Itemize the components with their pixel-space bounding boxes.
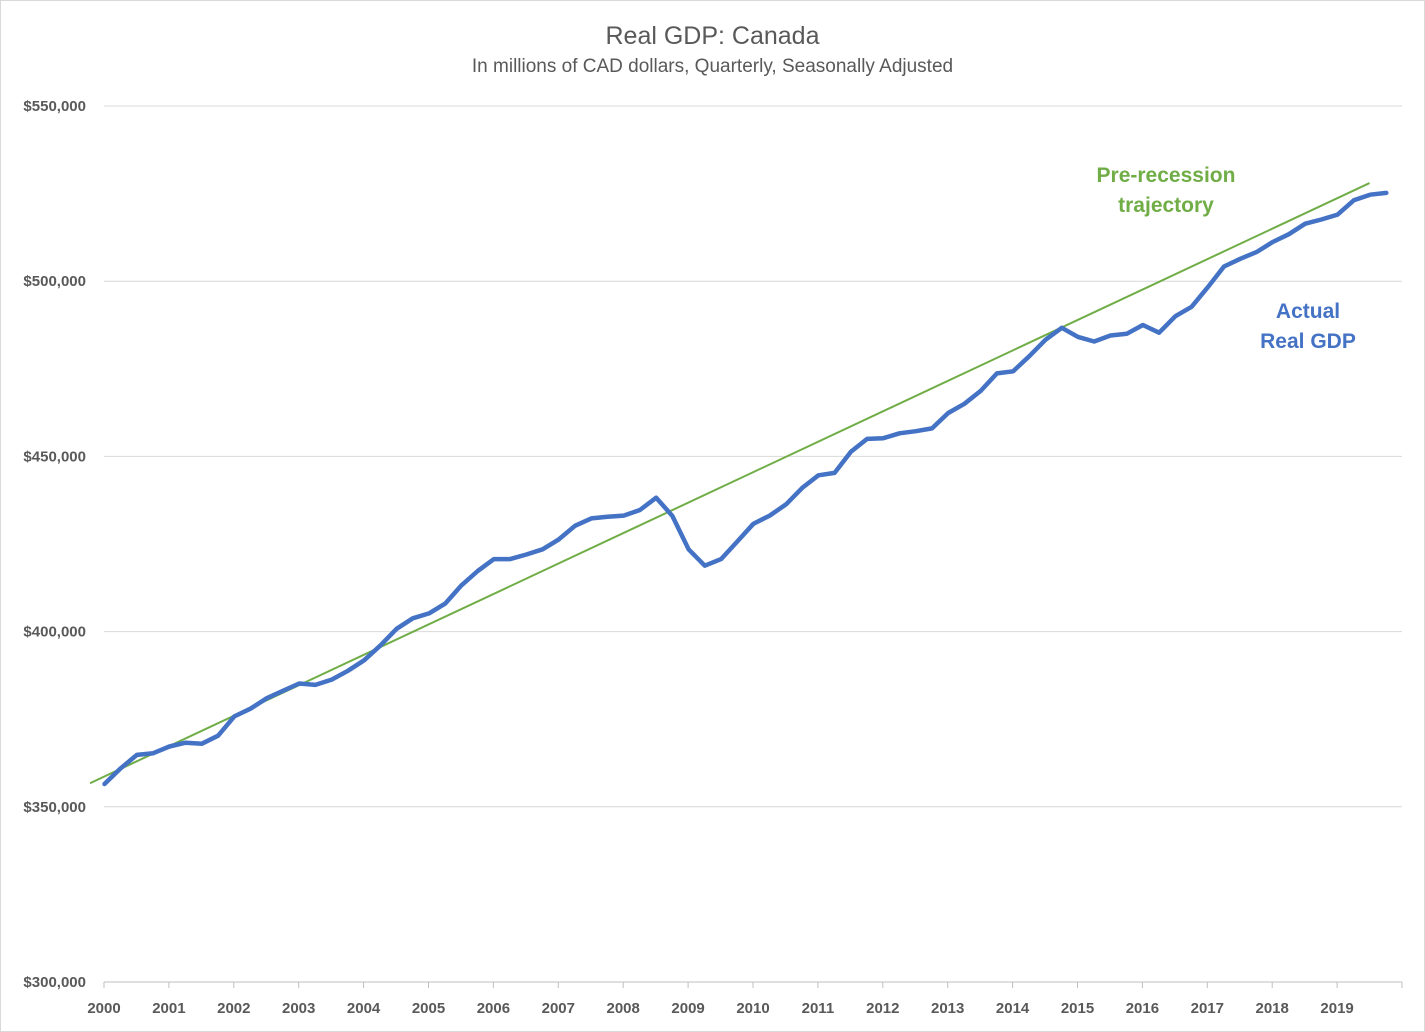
annotation-line: Real GDP [1260,330,1356,353]
x-tick-label: 2016 [1126,1000,1159,1017]
annotation-line: Pre-recession [1097,164,1236,187]
chart-subtitle: In millions of CAD dollars, Quarterly, S… [471,56,954,77]
chart-title: Real GDP: Canada [605,22,820,50]
x-tick-label: 2010 [736,1000,769,1017]
y-tick-label: $500,000 [23,273,86,290]
x-tick-label: 2012 [866,1000,899,1017]
annotation-label: Actual Real GDP [1260,300,1356,353]
x-tick-label: 2006 [477,1000,510,1017]
annotation-label: Pre-recession trajectory [1097,164,1236,217]
y-tick-label: $350,000 [23,799,86,816]
series [89,182,1389,787]
x-tick-label: 2014 [996,1000,1030,1017]
axes: $300,000 $350,000 $400,000 $450,000 $500,000… [23,98,1403,1017]
annotations: Pre-recession trajectory Actual Real GDP [1097,164,1356,353]
y-tick-label: $550,000 [23,98,86,115]
gdp-series-line [102,190,1389,787]
x-tick-label: 2007 [542,1000,575,1017]
y-tick-label: $300,000 [23,974,86,991]
x-tick-label: 2018 [1256,1000,1289,1017]
x-tick-label: 2005 [412,1000,445,1017]
annotation-line: Actual [1276,300,1340,323]
x-tick-label: 2019 [1320,1000,1353,1017]
y-tick-label: $450,000 [23,448,86,465]
x-tick-label: 2003 [282,1000,315,1017]
y-tick-label: $400,000 [23,624,86,641]
x-tick-label: 2017 [1191,1000,1224,1017]
x-tick-label: 2013 [931,1000,964,1017]
x-tick-label: 2015 [1061,1000,1094,1017]
x-tick-label: 2011 [802,1000,835,1017]
x-tick-label: 2009 [671,1000,704,1017]
x-tick-label: 2001 [152,1000,185,1017]
annotation-line: trajectory [1118,194,1214,217]
x-tick-label: 2002 [217,1000,250,1017]
x-tick-label: 2008 [607,1000,640,1017]
gridlines [104,105,1402,983]
x-tick-label: 2004 [347,1000,381,1017]
x-tick-label: 2000 [87,1000,120,1017]
